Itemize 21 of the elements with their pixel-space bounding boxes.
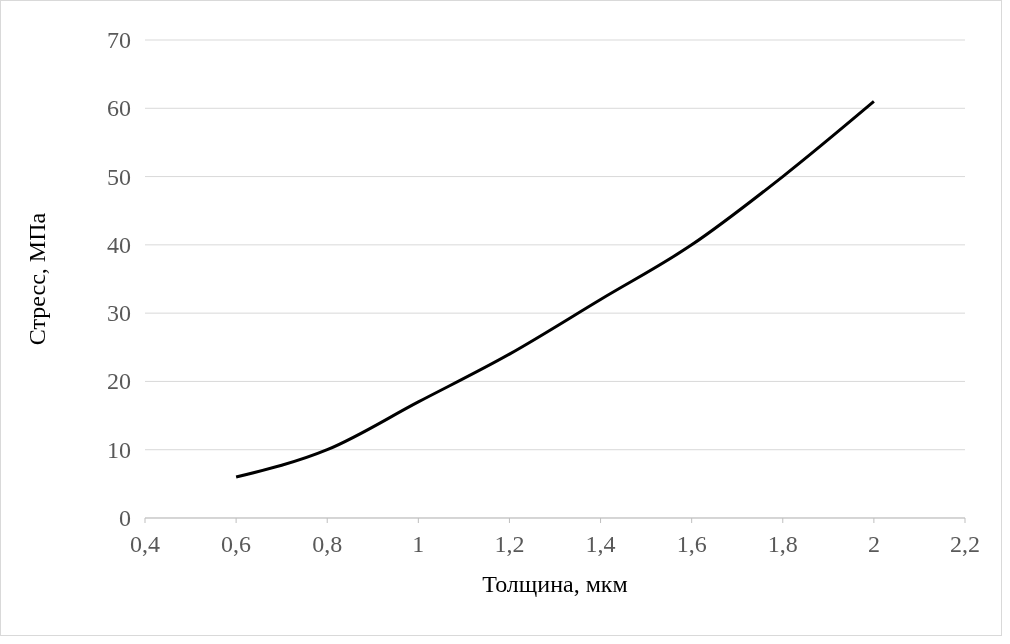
line-series — [234, 99, 876, 479]
y-tick-label: 40 — [107, 231, 131, 258]
x-tick-label: 1,2 — [494, 531, 525, 557]
y-tick-label: 0 — [119, 505, 131, 531]
x-tick-label: 0,6 — [221, 531, 252, 557]
y-tick-label: 60 — [107, 95, 131, 122]
x-tick-label: 0,8 — [312, 531, 343, 557]
x-tick-label: 1 — [412, 531, 425, 557]
y-tick-label: 70 — [107, 27, 131, 53]
x-tick-label: 2 — [867, 531, 880, 557]
y-tick-label: 10 — [107, 436, 131, 463]
x-tick-label: 0,4 — [130, 531, 160, 557]
y-tick-label: 50 — [107, 163, 131, 190]
y-tick-label: 30 — [107, 300, 131, 327]
y-axis-title: Стресс, МПа — [24, 212, 50, 346]
x-tick-label: 1,4 — [585, 531, 616, 557]
y-tick-label: 20 — [107, 368, 131, 395]
x-axis-title: Толщина, мкм — [482, 571, 628, 597]
x-tick-label: 1,8 — [767, 531, 798, 557]
x-tick-label: 2,2 — [950, 531, 980, 557]
x-tick-label: 1,6 — [676, 531, 707, 557]
